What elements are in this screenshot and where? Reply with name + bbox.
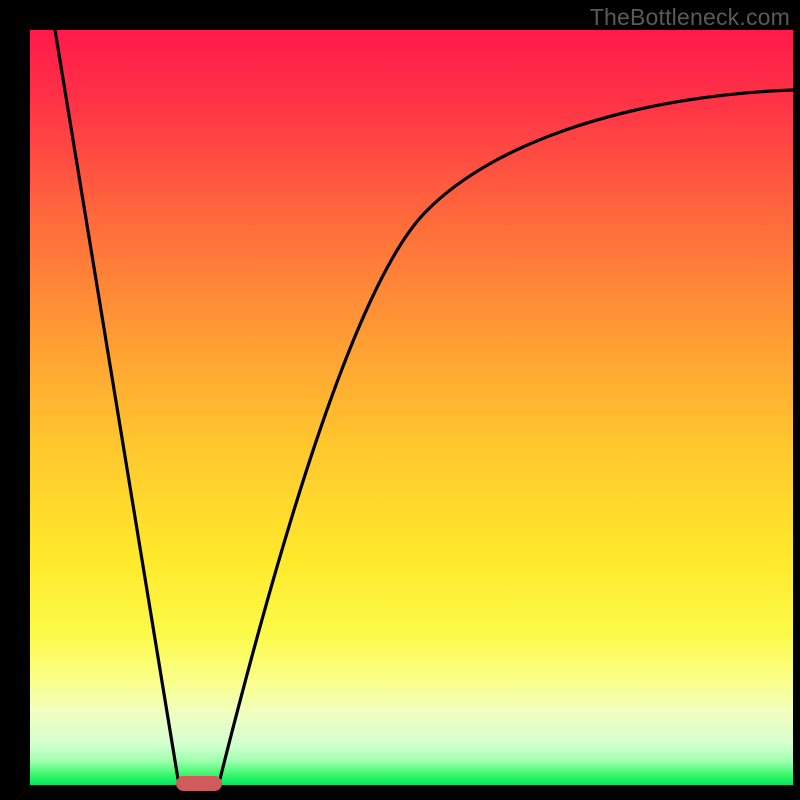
plot-gradient-background [30,30,793,785]
watermark-text: TheBottleneck.com [590,4,790,31]
optimal-marker [176,776,222,791]
bottleneck-chart [0,0,800,800]
